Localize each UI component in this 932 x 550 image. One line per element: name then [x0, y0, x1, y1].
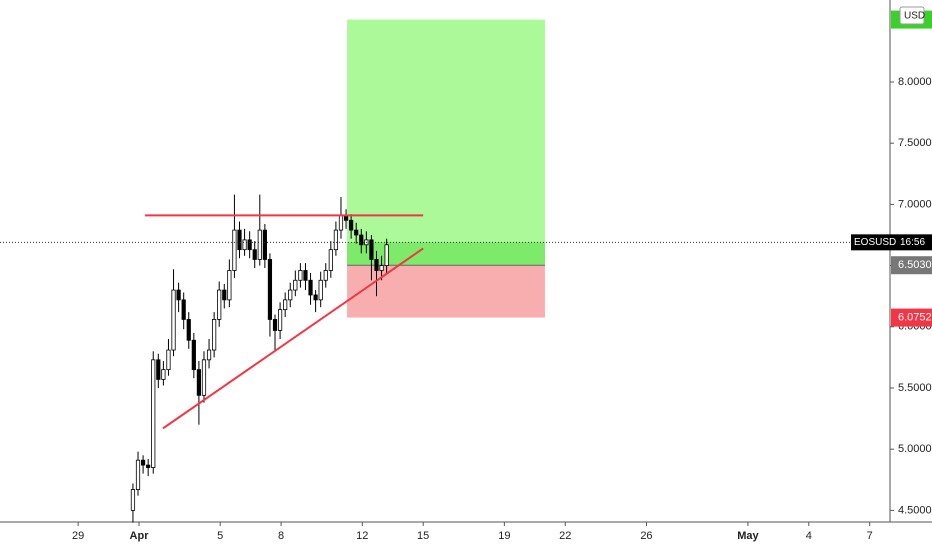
candle-body [227, 270, 232, 301]
x-tick-label: 15 [417, 530, 429, 542]
candle-body [166, 349, 171, 371]
y-tick-label: 7.0000 [898, 198, 932, 210]
candle-body [272, 319, 278, 331]
candle-body [130, 489, 136, 511]
x-tick-label: 8 [278, 530, 284, 542]
candle-body [206, 349, 212, 361]
candle-body [146, 464, 151, 468]
candle-body [262, 229, 267, 260]
entry-label: 6.5030 [898, 259, 932, 271]
x-tick-label: Apr [130, 530, 150, 542]
y-tick-label: 4.5000 [898, 504, 932, 516]
x-tick-label: 4 [806, 530, 812, 542]
candle-body [288, 289, 293, 301]
y-tick-label: 5.5000 [898, 382, 932, 394]
candle-body [247, 239, 252, 251]
x-tick-label: May [737, 530, 759, 542]
candle-body [349, 219, 354, 231]
profit-zone [347, 19, 545, 266]
x-tick-label: 26 [640, 530, 652, 542]
candle-body [323, 270, 328, 281]
candle-body [384, 244, 389, 266]
candle-body [283, 299, 288, 311]
candle-body [359, 234, 364, 246]
candle-body [328, 249, 333, 271]
candle-body [186, 319, 191, 341]
x-tick-label: 22 [559, 530, 571, 542]
candle-body [338, 215, 344, 231]
candle-body [171, 289, 176, 351]
candle-body [232, 229, 237, 271]
stop-label: 6.0752 [898, 311, 932, 323]
x-tick-label: 19 [498, 530, 510, 542]
candle-body [135, 459, 141, 490]
candle-body [252, 249, 257, 260]
y-tick-label: 7.5000 [898, 137, 932, 149]
candle-body [333, 229, 339, 251]
candle-body [156, 359, 161, 380]
candle-body [161, 369, 166, 380]
candle-body [354, 229, 359, 236]
y-tick-label: 5.0000 [898, 443, 932, 455]
candle-body [217, 289, 222, 320]
trend-line [162, 247, 424, 430]
x-tick-label: 29 [72, 530, 84, 542]
price-label-box [851, 234, 932, 251]
x-tick-label: 12 [356, 530, 368, 542]
candle-body [181, 299, 186, 320]
candle-body [303, 270, 308, 281]
symbol-label: EOSUSD [854, 237, 896, 248]
candle-body [267, 259, 273, 320]
x-tick-label: 5 [217, 530, 223, 542]
x-tick-label: 7 [867, 530, 873, 542]
candle-body [201, 359, 207, 396]
candle-body [308, 279, 313, 296]
time-label: 16:56 [900, 237, 925, 248]
candle-body [196, 369, 202, 396]
stop-label-box [891, 308, 932, 327]
candle-body [313, 294, 318, 301]
candle-body [369, 239, 374, 260]
candle-body [151, 359, 156, 468]
y-tick-label: 8.0000 [898, 76, 932, 88]
candle-body [222, 289, 227, 301]
loss-zone [347, 265, 545, 318]
open-profit-zone [347, 242, 545, 266]
candle-body [191, 339, 196, 371]
candle-body [374, 259, 379, 271]
entry-label-box [891, 256, 932, 275]
candle-body [277, 309, 283, 331]
candle-body [212, 319, 217, 351]
candle-body [257, 229, 262, 260]
candle-body [140, 459, 146, 466]
candle-body [379, 265, 384, 271]
candle-body [176, 289, 181, 301]
candle-body [242, 239, 247, 251]
candle-body [237, 229, 242, 251]
candle-body [298, 270, 303, 281]
candle-body [293, 279, 298, 291]
candle-body [318, 279, 323, 301]
currency-box [899, 6, 925, 25]
currency-label: USD [904, 11, 925, 22]
